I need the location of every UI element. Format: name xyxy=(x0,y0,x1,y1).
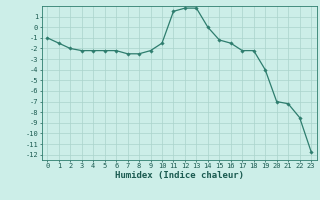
X-axis label: Humidex (Indice chaleur): Humidex (Indice chaleur) xyxy=(115,171,244,180)
